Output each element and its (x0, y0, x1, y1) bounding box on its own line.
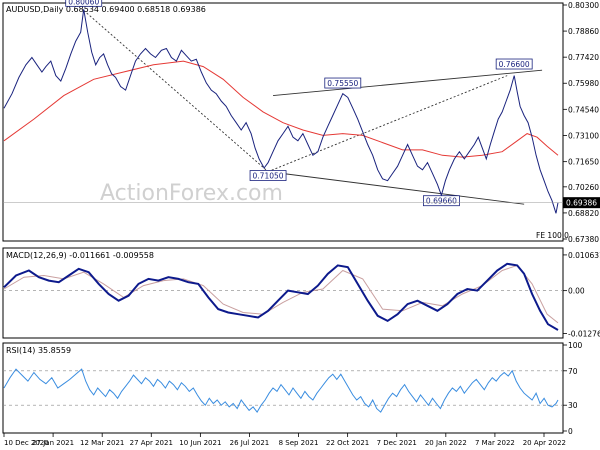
rsi-y-tick-label: 100 (568, 341, 583, 350)
price-y-tick-label: 0.74540 (568, 105, 599, 114)
watermark-text: ActionForex.com (100, 181, 283, 206)
price-y-tick-label: 0.73100 (568, 131, 599, 140)
rsi-panel-border (2, 342, 564, 434)
macd-panel-title: MACD(12,26,9) -0.011661 -0.009558 (6, 251, 154, 260)
rsi-panel: RSI(14) 35.8559 100 70 30 0 (2, 341, 583, 436)
x-tick-label: 22 Oct 2021 (326, 439, 369, 447)
price-panel-title: AUDUSD,Daily 0.68534 0.69400 0.68518 0.6… (6, 5, 206, 14)
x-tick-label: 27 Jan 2021 (32, 439, 74, 447)
price-y-tick-label: 0.68820 (568, 209, 599, 218)
price-y-tick-label: 0.77420 (568, 53, 599, 62)
moving-average-line (3, 60, 559, 158)
price-panel-border (2, 2, 564, 242)
x-tick-label: 7 Dec 2021 (377, 439, 417, 447)
dashed-trendline (83, 10, 269, 172)
price-annotation-label: 0.80060 (68, 0, 99, 6)
fe-label: FE 100.0 (536, 231, 569, 240)
x-tick-label: 27 Apr 2021 (130, 439, 173, 447)
x-tick-label: 20 Apr 2022 (523, 439, 566, 447)
x-tick-label: 26 Jul 2021 (230, 439, 270, 447)
macd-line (3, 262, 559, 331)
rsi-line (3, 368, 559, 413)
dashed-trendline (267, 75, 508, 173)
x-tick-label: 20 Jan 2022 (425, 439, 467, 447)
price-annotation-box (249, 170, 287, 181)
price-y-tick-label: 0.78860 (568, 27, 599, 36)
price-y-tick-label: 0.70260 (568, 183, 599, 192)
price-annotation-box (65, 0, 103, 7)
price-annotation-box (423, 195, 460, 207)
price-annotation-label: 0.75550 (327, 79, 358, 88)
price-annotations-group: 0.80060 0.75550 0.71050 0.69660 0.76600 (65, 0, 533, 207)
macd-y-tick-label: -0.012767 (568, 330, 600, 339)
trendlines-group (83, 10, 543, 205)
channel-trendline (272, 69, 543, 97)
price-annotation-label: 0.76600 (499, 60, 530, 69)
price-annotation-box (324, 77, 362, 89)
rsi-y-tick-label: 70 (568, 367, 578, 376)
price-series-line (3, 9, 559, 214)
last-price-badge (563, 197, 600, 209)
macd-panel: MACD(12,26,9) -0.011661 -0.009558 0.0106… (2, 247, 600, 339)
price-panel: AUDUSD,Daily 0.68534 0.69400 0.68518 0.6… (2, 0, 600, 244)
macd-y-tick-label: 0.010631 (568, 251, 600, 260)
macd-y-axis: 0.010631 0.00 -0.012767 (563, 251, 600, 339)
rsi-y-axis: 100 70 30 0 (563, 341, 583, 436)
price-y-axis: 0.80300 0.78860 0.77420 0.75980 0.74540 0.731… (563, 1, 599, 244)
x-tick-label: 10 Dec 2020 (4, 439, 49, 447)
last-price-value: 0.69386 (566, 199, 597, 208)
x-tick-label: 12 Mar 2021 (80, 439, 124, 447)
x-tick-label: 8 Sep 2021 (279, 439, 319, 447)
price-y-tick-label: 0.75980 (568, 79, 599, 88)
macd-panel-border (2, 247, 564, 339)
rsi-y-tick-label: 0 (568, 427, 573, 436)
price-y-tick-label: 0.71650 (568, 158, 599, 167)
rsi-panel-title: RSI(14) 35.8559 (6, 346, 71, 355)
price-annotation-label: 0.69660 (426, 197, 457, 206)
rsi-y-tick-label: 30 (568, 401, 578, 410)
x-tick-label: 7 Mar 2022 (475, 439, 515, 447)
price-annotation-label: 0.71050 (253, 172, 284, 181)
macd-y-tick-label: 0.00 (568, 287, 585, 296)
price-y-tick-label: 0.80300 (568, 1, 599, 10)
x-tick-label: 10 Jun 2021 (179, 439, 221, 447)
price-annotation-box (495, 58, 533, 70)
price-y-tick-label: 0.67380 (568, 235, 599, 244)
channel-trendline (267, 171, 525, 205)
